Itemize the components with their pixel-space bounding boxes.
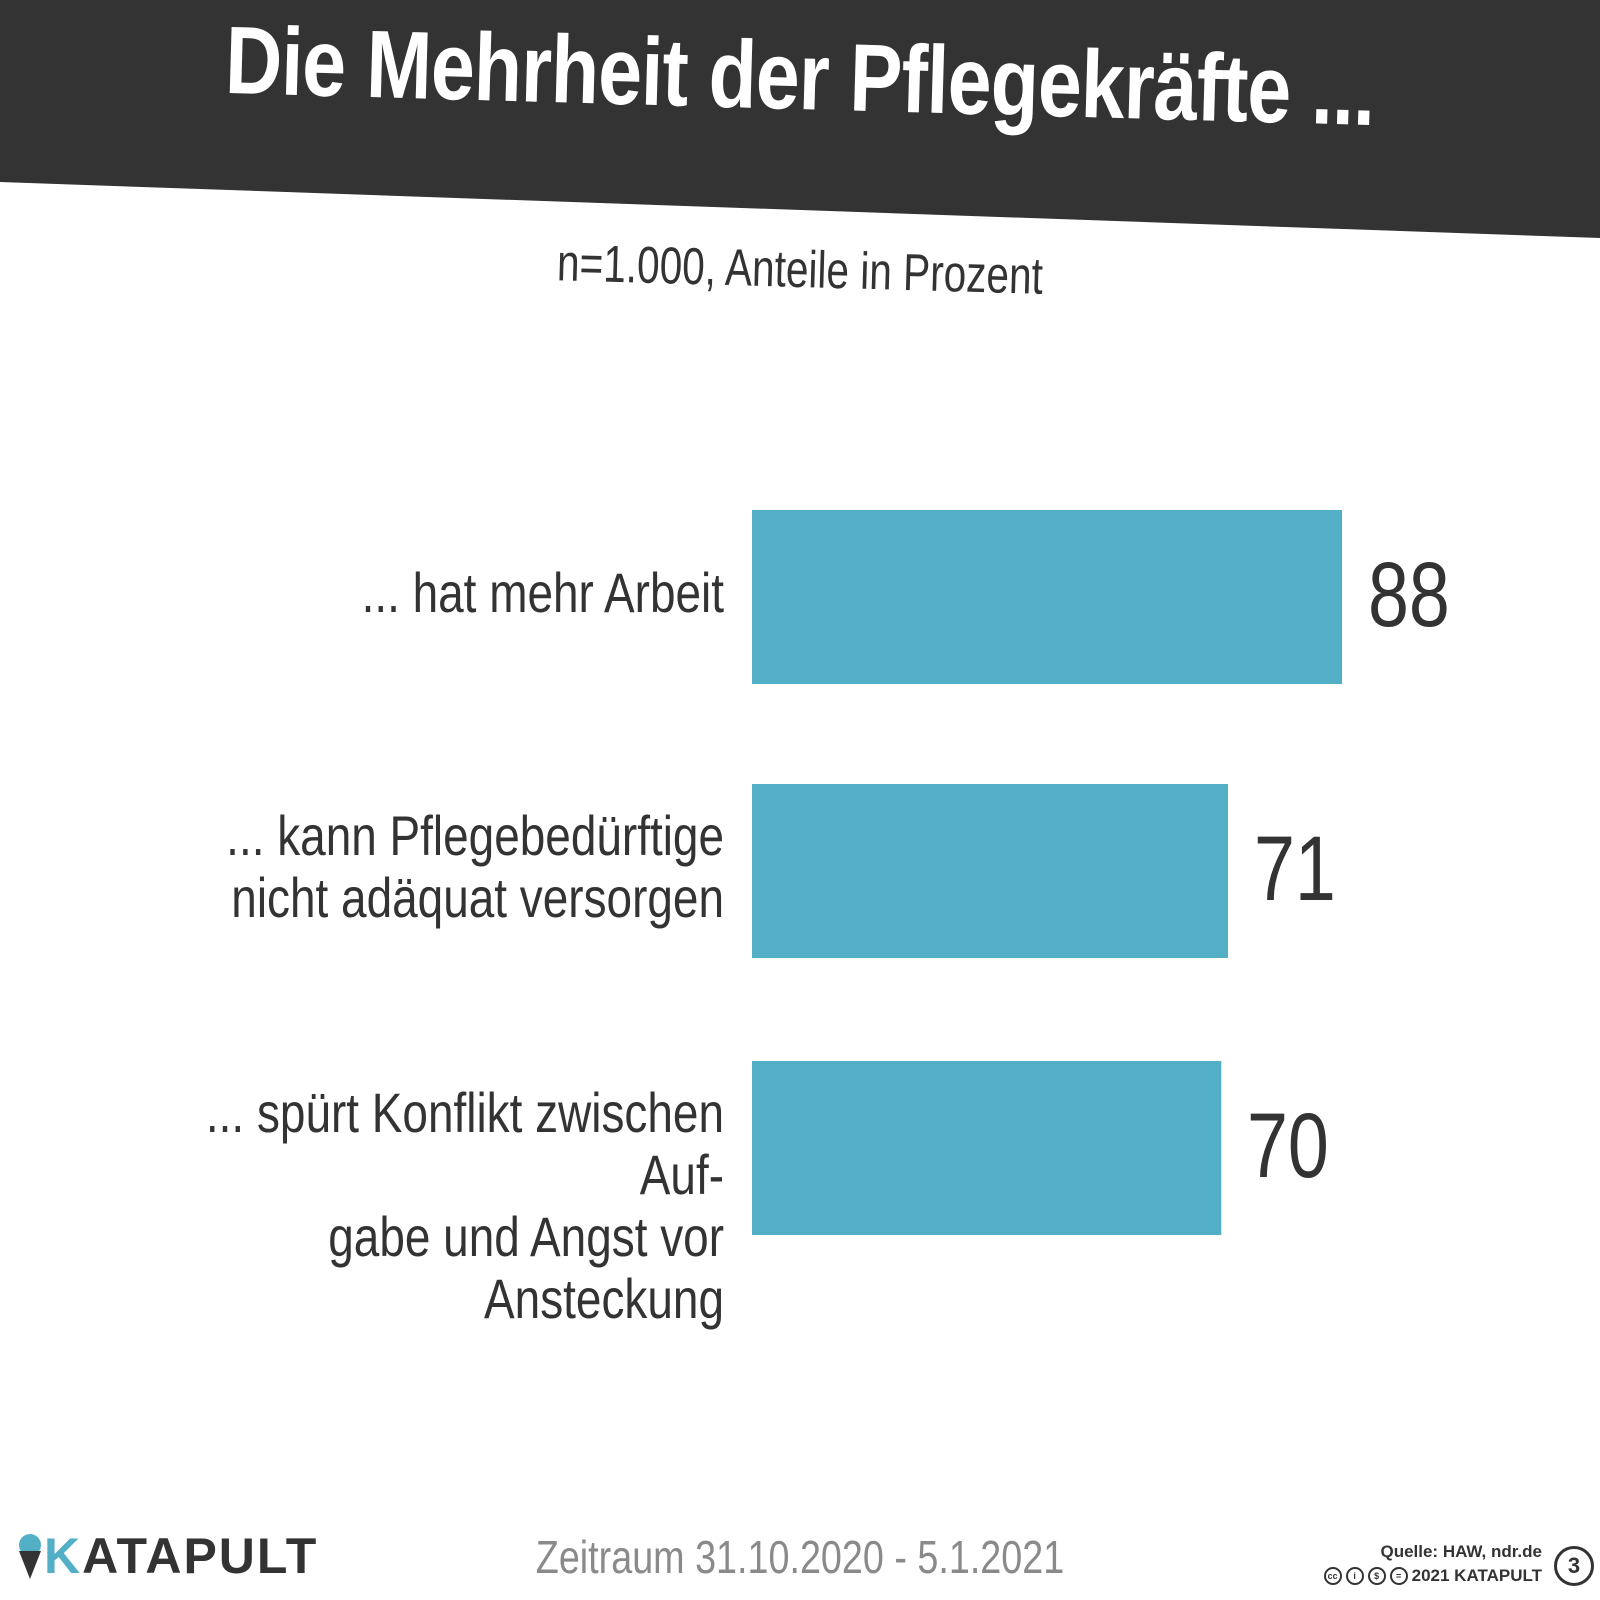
category-label-2: ... kann Pflegebedürftige nicht adäquat … <box>226 804 724 929</box>
ice-cream-icon <box>19 1534 41 1579</box>
katapult-logo: KATAPULT <box>16 1526 318 1586</box>
value-label-2: 71 <box>1254 818 1336 920</box>
page-badge: 3 <box>1554 1546 1594 1586</box>
value-label-3: 70 <box>1247 1095 1330 1197</box>
period-text: Zeitraum 31.10.2020 - 5.1.2021 <box>535 1531 1065 1583</box>
logo-letters-rest: ATAPULT <box>82 1528 319 1584</box>
cc-icon: cc <box>1323 1567 1342 1585</box>
license-row: cc i $ = 2021 KATAPULT <box>1323 1564 1542 1588</box>
credits: Quelle: HAW, ndr.de cc i $ = 2021 KATAPU… <box>1323 1540 1542 1588</box>
value-label-1: 88 <box>1368 544 1450 646</box>
bar-2 <box>752 784 1229 958</box>
source-text: Quelle: HAW, ndr.de <box>1380 1542 1542 1561</box>
category-label-3: ... spürt Konflikt zwischen Auf- gabe un… <box>205 1081 724 1330</box>
cc-nc-icon: $ <box>1367 1567 1386 1585</box>
cc-nd-icon: = <box>1389 1567 1408 1585</box>
copyright-text: 2021 KATAPULT <box>1411 1566 1542 1585</box>
title-banner <box>0 0 1600 240</box>
logo-letter-k: K <box>44 1528 83 1584</box>
bar-1 <box>752 510 1342 684</box>
category-label-1: ... hat mehr Arbeit <box>361 561 724 624</box>
bar-3 <box>752 1061 1222 1235</box>
cc-by-icon: i <box>1345 1567 1364 1585</box>
logo-wordmark: KATAPULT <box>44 1527 318 1585</box>
title-banner-shape <box>0 0 1600 238</box>
